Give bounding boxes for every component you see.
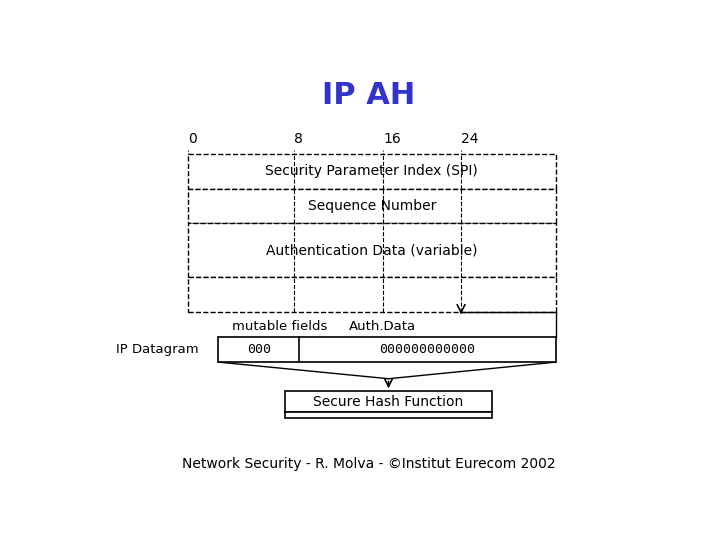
Bar [188, 188, 556, 223]
Bar [188, 154, 556, 188]
Text: 16: 16 [383, 132, 401, 146]
Text: 000000000000: 000000000000 [379, 343, 476, 356]
Text: 0: 0 [188, 132, 197, 146]
Text: 24: 24 [461, 132, 479, 146]
Text: Secure Hash Function: Secure Hash Function [313, 395, 464, 409]
Text: 000: 000 [247, 343, 271, 356]
Text: IP Datagram: IP Datagram [116, 343, 198, 356]
Text: IP AH: IP AH [323, 82, 415, 111]
Bar [188, 277, 556, 312]
Bar [188, 223, 556, 277]
Text: Auth.Data: Auth.Data [349, 320, 416, 333]
Text: Security Parameter Index (SPI): Security Parameter Index (SPI) [266, 165, 478, 178]
Text: Network Security - R. Molva - ©Institut Eurecom 2002: Network Security - R. Molva - ©Institut … [182, 457, 556, 471]
Text: mutable fields: mutable fields [232, 320, 328, 333]
Bar [285, 391, 492, 412]
Text: Authentication Data (variable): Authentication Data (variable) [266, 243, 477, 257]
Text: Sequence Number: Sequence Number [307, 199, 436, 213]
Bar [285, 412, 492, 418]
Text: 8: 8 [294, 132, 302, 146]
Bar [218, 337, 556, 362]
